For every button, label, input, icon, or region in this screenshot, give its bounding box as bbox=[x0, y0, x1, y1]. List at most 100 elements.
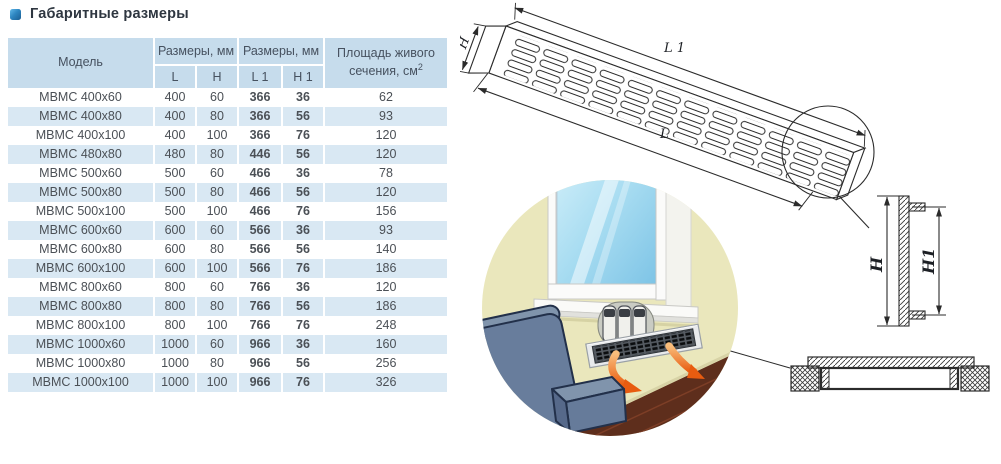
cell-model: МВМС 800x80 bbox=[8, 297, 153, 316]
cell-h: 100 bbox=[195, 259, 237, 278]
cell-h1: 76 bbox=[281, 202, 323, 221]
cell-model: МВМС 600x80 bbox=[8, 240, 153, 259]
header-model: Модель bbox=[8, 38, 153, 88]
cell-l: 1000 bbox=[153, 373, 195, 392]
cell-l: 800 bbox=[153, 278, 195, 297]
table-row: МВМС 400x80 400 80 366 56 93 bbox=[8, 107, 447, 126]
cell-l: 600 bbox=[153, 221, 195, 240]
cell-h1: 56 bbox=[281, 240, 323, 259]
cell-h1: 56 bbox=[281, 145, 323, 164]
cell-area: 256 bbox=[323, 354, 447, 373]
section-title: Габаритные размеры bbox=[10, 6, 189, 22]
cell-h: 60 bbox=[195, 88, 237, 107]
cell-l1: 466 bbox=[237, 164, 281, 183]
cell-l: 1000 bbox=[153, 354, 195, 373]
cell-h1: 36 bbox=[281, 278, 323, 297]
cell-l: 1000 bbox=[153, 335, 195, 354]
cell-area: 186 bbox=[323, 259, 447, 278]
side-section-view: H H1 bbox=[867, 195, 946, 327]
cell-area: 120 bbox=[323, 126, 447, 145]
cell-h: 100 bbox=[195, 316, 237, 335]
cell-h1: 56 bbox=[281, 354, 323, 373]
cell-h1: 56 bbox=[281, 183, 323, 202]
cell-model: МВМС 600x60 bbox=[8, 221, 153, 240]
cell-l1: 566 bbox=[237, 221, 281, 240]
table-row: МВМС 1000x80 1000 80 966 56 256 bbox=[8, 354, 447, 373]
cell-area: 120 bbox=[323, 278, 447, 297]
header-area-sup: 2 bbox=[417, 61, 423, 72]
table-row: МВМС 400x100 400 100 366 76 120 bbox=[8, 126, 447, 145]
header-dims-lh: Размеры, мм bbox=[153, 38, 237, 64]
dim-label-l: L bbox=[659, 127, 669, 142]
header-h: H bbox=[195, 64, 237, 88]
table-row: МВМС 800x80 800 80 766 56 186 bbox=[8, 297, 447, 316]
cell-l1: 966 bbox=[237, 373, 281, 392]
installation-illustration bbox=[482, 180, 738, 436]
detail-circle bbox=[781, 105, 875, 199]
cell-h: 100 bbox=[195, 373, 237, 392]
cell-h: 80 bbox=[195, 107, 237, 126]
cell-l: 600 bbox=[153, 240, 195, 259]
cell-l: 800 bbox=[153, 316, 195, 335]
cell-l1: 366 bbox=[237, 88, 281, 107]
cell-model: МВМС 600x100 bbox=[8, 259, 153, 278]
cell-area: 120 bbox=[323, 145, 447, 164]
table-row: МВМС 500x60 500 60 466 36 78 bbox=[8, 164, 447, 183]
dimensions-table-body: МВМС 400x60 400 60 366 36 62 МВМС 400x80 400 80 3… bbox=[8, 88, 447, 392]
cell-model: МВМС 400x80 bbox=[8, 107, 153, 126]
table-row: МВМС 1000x100 1000 100 966 76 326 bbox=[8, 373, 447, 392]
cell-model: МВМС 500x100 bbox=[8, 202, 153, 221]
cell-area: 93 bbox=[323, 107, 447, 126]
cell-h1: 76 bbox=[281, 259, 323, 278]
cell-model: МВМС 400x100 bbox=[8, 126, 153, 145]
table-row: МВМС 500x80 500 80 466 56 120 bbox=[8, 183, 447, 202]
table-row: МВМС 1000x60 1000 60 966 36 160 bbox=[8, 335, 447, 354]
dimensions-table: Модель Размеры, мм Размеры, мм Площадь ж… bbox=[8, 38, 447, 392]
technical-drawing: H L 1 L H H1 bbox=[460, 2, 990, 436]
table-row: МВМС 400x60 400 60 366 36 62 bbox=[8, 88, 447, 107]
cell-model: МВМС 1000x60 bbox=[8, 335, 153, 354]
table-row: МВМС 600x60 600 60 566 36 93 bbox=[8, 221, 447, 240]
cell-l1: 446 bbox=[237, 145, 281, 164]
cell-l1: 966 bbox=[237, 335, 281, 354]
cell-l: 480 bbox=[153, 145, 195, 164]
cell-area: 62 bbox=[323, 88, 447, 107]
cell-area: 78 bbox=[323, 164, 447, 183]
cell-model: МВМС 1000x80 bbox=[8, 354, 153, 373]
cell-h1: 36 bbox=[281, 88, 323, 107]
cell-l1: 366 bbox=[237, 107, 281, 126]
window bbox=[533, 180, 699, 328]
header-h1: H 1 bbox=[281, 64, 323, 88]
cell-l: 400 bbox=[153, 107, 195, 126]
cell-model: МВМС 800x100 bbox=[8, 316, 153, 335]
cell-l1: 366 bbox=[237, 126, 281, 145]
cell-model: МВМС 800x60 bbox=[8, 278, 153, 297]
cell-h: 100 bbox=[195, 126, 237, 145]
cell-model: МВМС 480x80 bbox=[8, 145, 153, 164]
cell-h: 80 bbox=[195, 145, 237, 164]
cell-l: 500 bbox=[153, 183, 195, 202]
cell-l1: 766 bbox=[237, 297, 281, 316]
table-row: МВМС 600x100 600 100 566 76 186 bbox=[8, 259, 447, 278]
cross-section-detail bbox=[726, 349, 990, 392]
cell-area: 140 bbox=[323, 240, 447, 259]
cell-h: 60 bbox=[195, 221, 237, 240]
cell-h1: 76 bbox=[281, 126, 323, 145]
cell-area: 120 bbox=[323, 183, 447, 202]
cell-area: 186 bbox=[323, 297, 447, 316]
table-row: МВМС 600x80 600 80 566 56 140 bbox=[8, 240, 447, 259]
cell-l1: 566 bbox=[237, 259, 281, 278]
cell-h: 80 bbox=[195, 354, 237, 373]
cell-model: МВМС 500x60 bbox=[8, 164, 153, 183]
cell-area: 248 bbox=[323, 316, 447, 335]
cell-area: 326 bbox=[323, 373, 447, 392]
header-dims-l1h1: Размеры, мм bbox=[237, 38, 323, 64]
header-area: Площадь живого сечения, см2 bbox=[323, 38, 447, 88]
cell-h: 80 bbox=[195, 240, 237, 259]
cell-l1: 966 bbox=[237, 354, 281, 373]
cell-l: 800 bbox=[153, 297, 195, 316]
cell-area: 93 bbox=[323, 221, 447, 240]
isometric-grille: H L 1 L bbox=[460, 2, 875, 229]
header-l: L bbox=[153, 64, 195, 88]
